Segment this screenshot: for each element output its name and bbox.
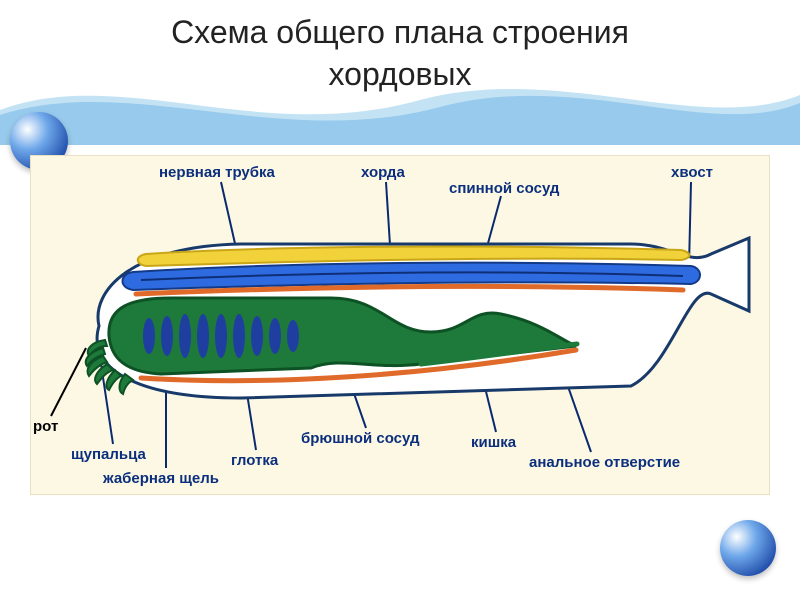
- label-ventral-vessel: брюшной сосуд: [301, 430, 420, 447]
- label-tentacles: щупальца: [71, 446, 146, 463]
- diagram-panel: нервная трубка хорда спинной сосуд хвост…: [30, 155, 770, 495]
- title-line-2: хордовых: [329, 56, 472, 92]
- label-notochord: хорда: [361, 164, 405, 181]
- label-pharynx: глотка: [231, 452, 278, 469]
- label-mouth: рот: [33, 418, 58, 435]
- label-gill-slit: жаберная щель: [103, 470, 219, 487]
- label-neural-tube: нервная трубка: [159, 164, 275, 181]
- gill-slits: [143, 314, 299, 358]
- page-title: Схема общего плана строения хордовых: [0, 12, 800, 95]
- bg-sphere-right: [720, 520, 776, 576]
- label-tail: хвост: [671, 164, 713, 181]
- label-dorsal-vessel: спинной сосуд: [449, 180, 559, 197]
- label-anus: анальное отверстие: [529, 454, 680, 471]
- chordate-diagram: [71, 236, 751, 406]
- label-intestine: кишка: [471, 434, 516, 451]
- title-line-1: Схема общего плана строения: [171, 14, 629, 50]
